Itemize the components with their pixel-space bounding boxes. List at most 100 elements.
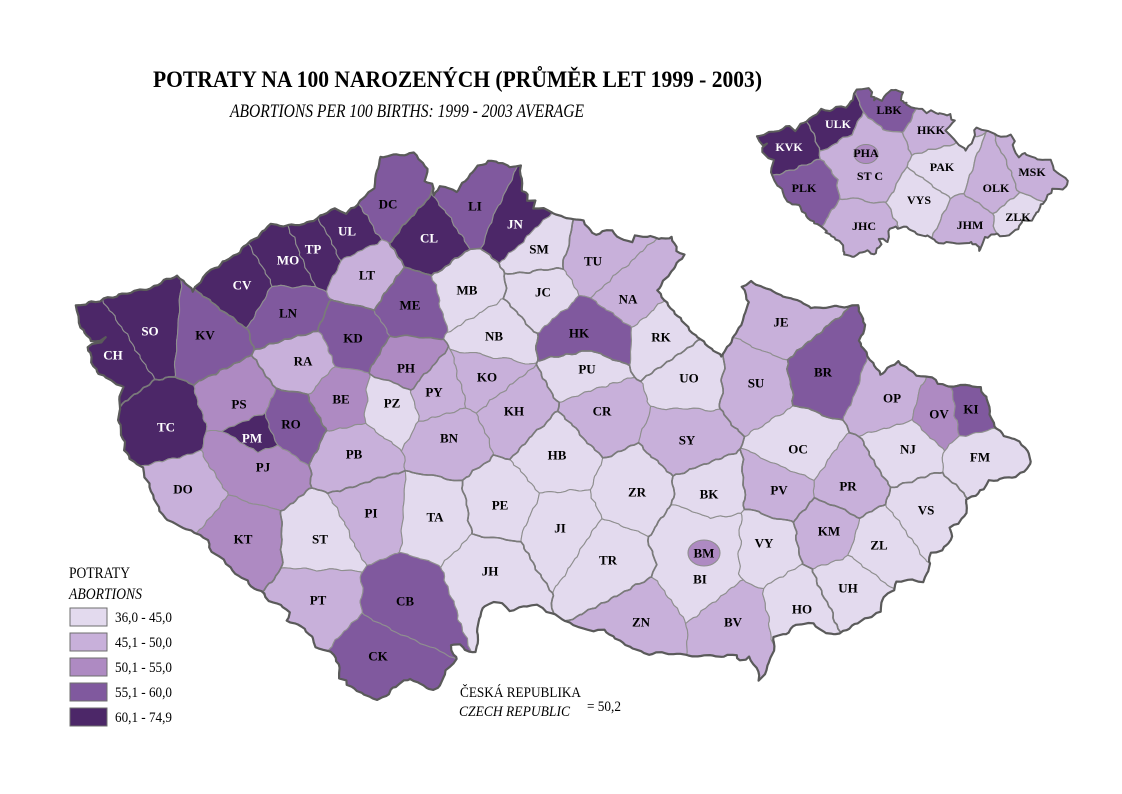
svg-text:PH: PH bbox=[397, 361, 415, 376]
svg-text:45,1 - 50,0: 45,1 - 50,0 bbox=[115, 635, 172, 651]
svg-text:RO: RO bbox=[281, 417, 301, 432]
svg-text:TU: TU bbox=[584, 254, 603, 269]
svg-text:JHC: JHC bbox=[852, 219, 876, 233]
svg-text:PB: PB bbox=[346, 447, 363, 462]
svg-text:PAK: PAK bbox=[930, 160, 955, 174]
svg-text:NB: NB bbox=[485, 329, 503, 344]
svg-text:KH: KH bbox=[504, 404, 524, 419]
svg-text:KVK: KVK bbox=[775, 140, 803, 154]
svg-text:60,1 - 74,9: 60,1 - 74,9 bbox=[115, 710, 172, 726]
svg-text:JI: JI bbox=[554, 521, 566, 536]
svg-text:ČESKÁ REPUBLIKA: ČESKÁ REPUBLIKA bbox=[460, 684, 581, 701]
svg-text:SY: SY bbox=[679, 433, 696, 448]
svg-text:KV: KV bbox=[195, 328, 215, 343]
svg-text:POTRATY NA 100 NAROZENÝCH (PRŮ: POTRATY NA 100 NAROZENÝCH (PRŮMĚR LET 19… bbox=[153, 65, 762, 92]
svg-text:LI: LI bbox=[468, 199, 482, 214]
svg-text:ZR: ZR bbox=[628, 485, 647, 500]
svg-text:PU: PU bbox=[578, 362, 596, 377]
svg-text:UL: UL bbox=[338, 224, 356, 239]
svg-text:MO: MO bbox=[277, 253, 299, 268]
svg-text:SM: SM bbox=[529, 242, 549, 257]
svg-text:CV: CV bbox=[233, 278, 252, 293]
svg-text:PR: PR bbox=[839, 479, 857, 494]
svg-text:BE: BE bbox=[332, 392, 349, 407]
svg-text:JH: JH bbox=[482, 564, 499, 579]
svg-text:ZL: ZL bbox=[870, 538, 888, 553]
svg-text:OV: OV bbox=[929, 407, 949, 422]
svg-text:HO: HO bbox=[792, 602, 812, 617]
svg-text:LT: LT bbox=[359, 268, 375, 283]
svg-text:UH: UH bbox=[838, 581, 858, 596]
svg-text:NA: NA bbox=[619, 292, 638, 307]
svg-text:36,0 - 45,0: 36,0 - 45,0 bbox=[115, 610, 172, 626]
svg-text:CZECH REPUBLIC: CZECH REPUBLIC bbox=[459, 704, 571, 720]
svg-text:SU: SU bbox=[748, 376, 765, 391]
svg-text:RA: RA bbox=[294, 354, 313, 369]
svg-text:SO: SO bbox=[141, 324, 158, 339]
svg-text:ST C: ST C bbox=[857, 169, 883, 183]
svg-text:KI: KI bbox=[963, 402, 978, 417]
svg-text:PY: PY bbox=[425, 385, 443, 400]
svg-text:= 50,2: = 50,2 bbox=[587, 699, 621, 715]
svg-text:TA: TA bbox=[426, 510, 444, 525]
svg-text:KM: KM bbox=[818, 524, 840, 539]
svg-text:LBK: LBK bbox=[876, 103, 902, 117]
svg-text:ST: ST bbox=[312, 532, 328, 547]
svg-text:JC: JC bbox=[535, 285, 551, 300]
svg-text:CR: CR bbox=[593, 404, 612, 419]
svg-text:PE: PE bbox=[492, 498, 509, 513]
svg-text:TR: TR bbox=[599, 553, 618, 568]
svg-text:HKK: HKK bbox=[917, 123, 946, 137]
svg-text:PJ: PJ bbox=[256, 460, 271, 475]
svg-text:BK: BK bbox=[700, 487, 720, 502]
svg-text:CK: CK bbox=[368, 649, 388, 664]
svg-text:CL: CL bbox=[420, 231, 438, 246]
svg-text:BM: BM bbox=[694, 546, 715, 561]
svg-text:ME: ME bbox=[400, 298, 421, 313]
svg-text:OP: OP bbox=[883, 391, 901, 406]
svg-text:ZLK: ZLK bbox=[1005, 210, 1031, 224]
svg-text:ZN: ZN bbox=[632, 615, 651, 630]
svg-text:BR: BR bbox=[814, 365, 833, 380]
svg-text:UO: UO bbox=[679, 371, 699, 386]
svg-text:OC: OC bbox=[788, 442, 808, 457]
svg-text:BN: BN bbox=[440, 431, 459, 446]
svg-text:PI: PI bbox=[365, 506, 378, 521]
svg-text:KO: KO bbox=[477, 370, 497, 385]
svg-text:BI: BI bbox=[693, 572, 707, 587]
svg-text:ULK: ULK bbox=[825, 117, 852, 131]
svg-text:DC: DC bbox=[379, 197, 398, 212]
svg-text:PLK: PLK bbox=[792, 181, 817, 195]
svg-text:TC: TC bbox=[157, 420, 175, 435]
svg-text:PHA: PHA bbox=[853, 146, 879, 160]
svg-text:FM: FM bbox=[970, 450, 990, 465]
svg-text:OLK: OLK bbox=[983, 181, 1010, 195]
svg-text:VS: VS bbox=[918, 503, 935, 518]
svg-text:VYS: VYS bbox=[907, 193, 931, 207]
svg-text:PZ: PZ bbox=[384, 396, 401, 411]
svg-text:MSK: MSK bbox=[1018, 165, 1046, 179]
svg-text:BV: BV bbox=[724, 615, 743, 630]
svg-text:50,1 - 55,0: 50,1 - 55,0 bbox=[115, 660, 172, 676]
svg-text:JE: JE bbox=[773, 315, 788, 330]
svg-text:DO: DO bbox=[173, 482, 193, 497]
svg-text:KT: KT bbox=[234, 532, 253, 547]
svg-text:PS: PS bbox=[231, 397, 246, 412]
svg-text:CB: CB bbox=[396, 594, 414, 609]
svg-text:POTRATY: POTRATY bbox=[69, 565, 130, 582]
svg-text:JHM: JHM bbox=[957, 218, 984, 232]
svg-text:HK: HK bbox=[569, 326, 590, 341]
svg-text:ABORTIONS PER 100 BIRTHS: 1999: ABORTIONS PER 100 BIRTHS: 1999 - 2003 AV… bbox=[228, 101, 584, 122]
svg-text:PT: PT bbox=[310, 593, 327, 608]
svg-text:CH: CH bbox=[103, 348, 123, 363]
svg-text:55,1 - 60,0: 55,1 - 60,0 bbox=[115, 685, 172, 701]
svg-text:KD: KD bbox=[343, 331, 363, 346]
svg-text:TP: TP bbox=[305, 242, 322, 257]
svg-text:MB: MB bbox=[457, 283, 478, 298]
svg-text:NJ: NJ bbox=[900, 442, 916, 457]
svg-text:PV: PV bbox=[770, 483, 788, 498]
svg-text:ABORTIONS: ABORTIONS bbox=[68, 586, 142, 603]
svg-text:RK: RK bbox=[651, 330, 671, 345]
svg-text:LN: LN bbox=[279, 306, 298, 321]
svg-text:VY: VY bbox=[755, 536, 774, 551]
